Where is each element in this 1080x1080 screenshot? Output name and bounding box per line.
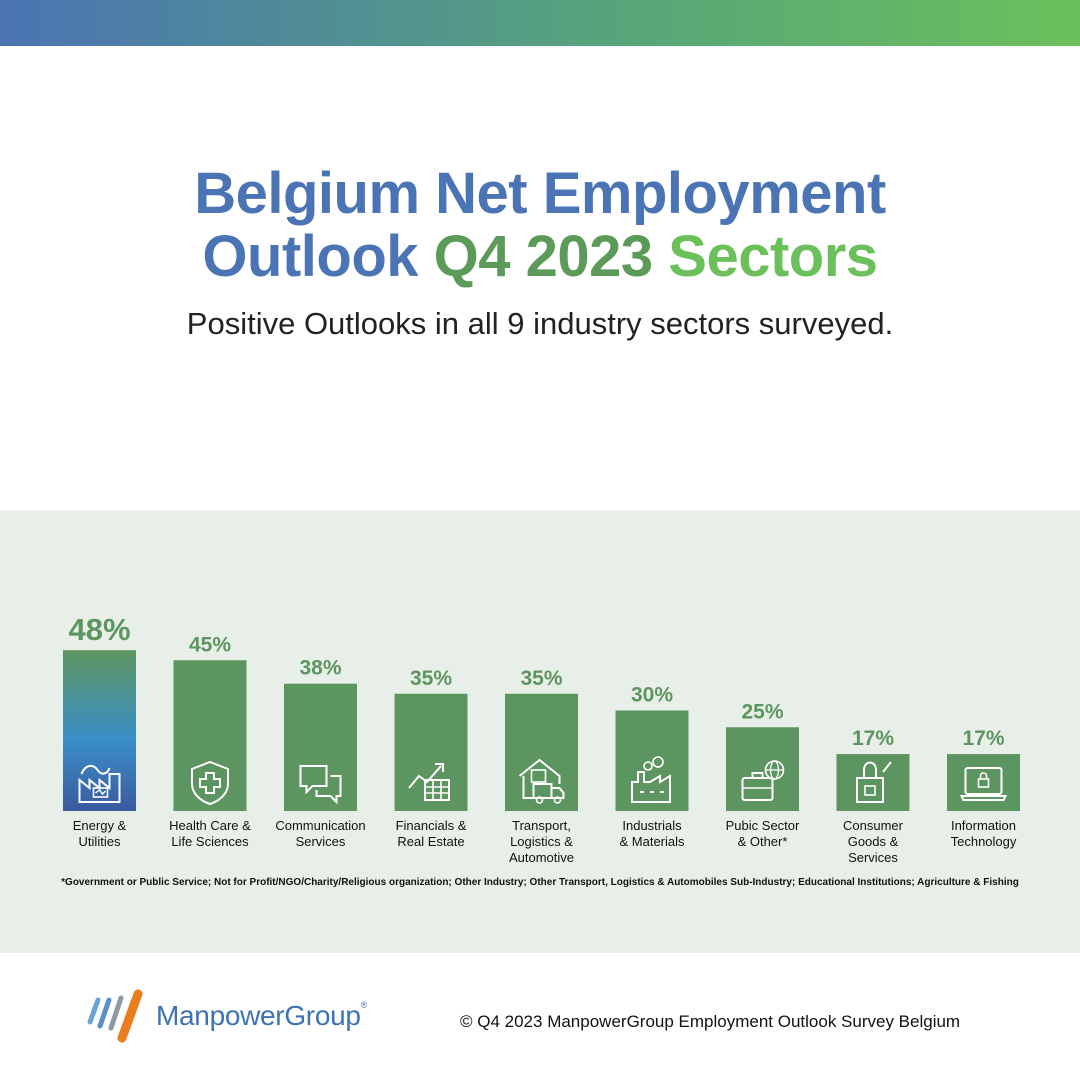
value-label-1: 45%: [189, 633, 231, 656]
value-label-7: 17%: [852, 727, 894, 750]
category-label-3: Financials & Real Estate: [396, 818, 467, 849]
value-label-2: 38%: [299, 657, 341, 680]
bar-6: [726, 727, 799, 811]
footnote: *Government or Public Service; Not for P…: [61, 877, 1019, 888]
title-quarter: Q4 2023: [433, 224, 654, 289]
category-label-0: Energy & Utilities: [73, 818, 127, 849]
chart-table-icon: [408, 763, 450, 801]
chat-bubbles-icon: [299, 765, 342, 805]
category-label-5: Industrials & Materials: [619, 818, 685, 849]
briefcase-globe-icon: [741, 760, 785, 801]
factory-energy-icon: [78, 764, 121, 803]
laptop-lock-icon: [959, 767, 1008, 801]
title-line-2: Outlook Q4 2023 Sectors: [0, 225, 1080, 288]
value-label-6: 25%: [741, 700, 783, 723]
value-label-3: 35%: [410, 667, 452, 690]
manpowergroup-logo: ManpowerGroup®: [84, 986, 394, 1046]
title-outlook: Outlook: [202, 224, 419, 289]
bar-4: [505, 693, 578, 811]
warehouse-truck-icon: [518, 758, 565, 804]
bar-5: [615, 710, 689, 811]
subtitle: Positive Outlooks in all 9 industry sect…: [186, 306, 894, 341]
category-label-2: Communication Services: [275, 818, 365, 849]
category-label-6: Pubic Sector & Other*: [726, 818, 800, 849]
bar-2: [284, 683, 357, 811]
sector-bar-chart: 48% Energy & Utilities 45% Health Care & Life…: [63, 612, 1020, 865]
category-label-8: Information Technology: [951, 818, 1017, 849]
bar-1: [173, 660, 247, 811]
bar-8: [947, 754, 1020, 811]
category-label-1: Health Care & Life Sciences: [169, 818, 251, 849]
value-label-8: 17%: [962, 727, 1004, 750]
top-gradient-bar: [0, 0, 1080, 46]
title-line-1: Belgium Net Employment: [194, 161, 886, 226]
page-title: Belgium Net Employment Outlook Q4 2023 S…: [0, 162, 1080, 288]
shopping-bag-icon: [856, 761, 892, 803]
category-label-4: Transport, Logistics & Automotive: [509, 818, 574, 865]
value-label-0: 48%: [68, 612, 130, 647]
logo-stripes-icon: [87, 989, 143, 1043]
factory-icon: [631, 756, 671, 803]
title-sectors: Sectors: [668, 224, 878, 289]
health-shield-icon: [191, 760, 229, 806]
logo-registered-mark: ®: [360, 1000, 368, 1010]
logo-text: ManpowerGroup®: [156, 1000, 367, 1032]
bar-3: [394, 693, 468, 811]
category-label-7: Consumer Goods & Services: [843, 818, 904, 865]
value-label-4: 35%: [520, 667, 562, 690]
logo-wordmark: ManpowerGroup: [156, 1000, 361, 1031]
copyright-text: © Q4 2023 ManpowerGroup Employment Outlo…: [460, 1012, 961, 1031]
value-label-5: 30%: [631, 684, 673, 707]
